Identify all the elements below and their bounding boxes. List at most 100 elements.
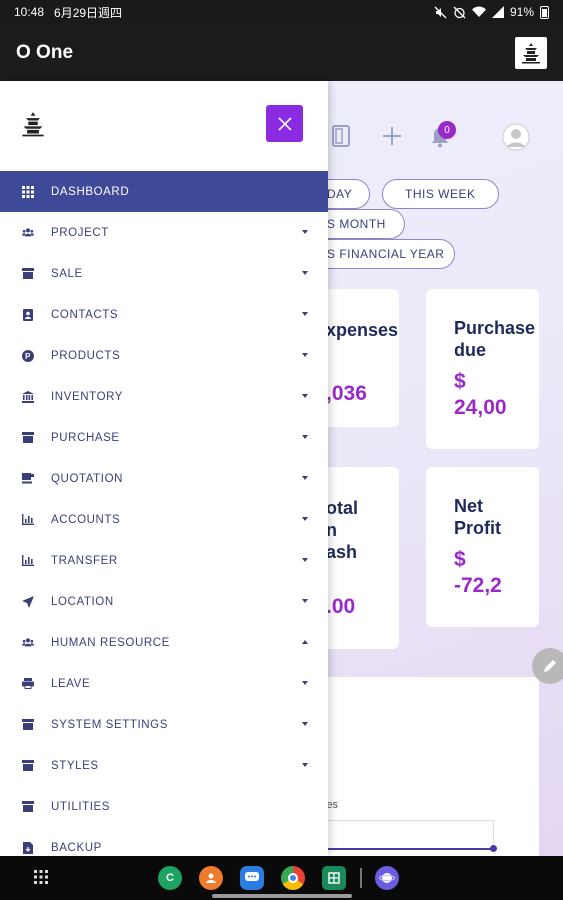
drawer-item-accounts[interactable]: ACCOUNTS [0,499,328,540]
caret-down-icon[interactable] [302,722,308,726]
close-icon [277,116,292,131]
status-icons: 91% [434,5,549,19]
drawer-item-label: PROJECT [51,226,109,239]
drawer-item-utilities[interactable]: UTILITIES [0,786,328,827]
status-bar: 10:48 6月29日週四 91% [0,0,563,24]
bar-chart-icon [22,514,34,526]
caret-down-icon[interactable] [302,435,308,439]
caret-down-icon[interactable] [302,476,308,480]
drawer-item-label: ACCOUNTS [51,513,121,526]
store-icon [22,760,34,772]
pagoda-logo-icon [522,42,540,63]
coffee-icon [22,473,34,485]
net-profit-card[interactable]: Net Profit $ -72,2 [426,467,539,627]
product-icon: P [22,349,34,362]
drawer-item-label: QUOTATION [51,472,124,485]
signal-icon [491,6,504,18]
shop-icon [22,432,34,444]
status-date: 6月29日週四 [54,5,123,20]
status-time: 10:48 [14,5,45,19]
caret-down-icon[interactable] [302,558,308,562]
chrome-app-icon[interactable] [281,866,305,890]
purchase-due-title: Purchase due [454,318,536,360]
contacts-app-icon[interactable] [199,866,223,890]
drawer-item-project[interactable]: PROJECT [0,212,328,253]
purchase-due-card[interactable]: Purchase due $ 24,00 [426,289,539,449]
drawer-menu: DASHBOARD PROJECT SALE CONTACTS P PRODUCTS INV… [0,171,328,856]
app-drawer-icon[interactable] [34,870,48,884]
drawer-item-dashboard[interactable]: DASHBOARD [0,171,328,212]
dock-separator [360,868,362,888]
caret-down-icon[interactable] [302,271,308,275]
drawer-item-products[interactable]: P PRODUCTS [0,335,328,376]
company-logo[interactable] [515,36,547,69]
purchase-due-value: $ 24,00 [454,370,507,419]
battery-icon [540,5,549,19]
total-cash-title: otal n ash [326,498,359,562]
file-icon [22,841,34,854]
drawer-item-leave[interactable]: LEAVE [0,663,328,704]
drawer-item-label: HUMAN RESOURCE [51,636,170,649]
mute-icon [434,6,447,18]
location-arrow-icon [22,595,34,608]
net-profit-title: Net Profit [454,496,501,538]
chat-icon [245,872,259,881]
chart-slider-handle[interactable] [490,845,497,852]
drawer-item-system-settings[interactable]: SYSTEM SETTINGS [0,704,328,745]
person-icon [206,873,216,883]
filter-this-month-label: S MONTH [327,217,386,231]
drawer-item-styles[interactable]: STYLES [0,745,328,786]
drawer-header [0,81,328,171]
expenses-title: xpenses [326,320,399,340]
drawer-item-label: INVENTORY [51,390,124,403]
drawer-item-label: LEAVE [51,677,91,690]
drawer-item-label: SALE [51,267,83,280]
gesture-handle[interactable] [212,894,352,898]
caret-down-icon[interactable] [302,599,308,603]
drawer-item-label: STYLES [51,759,99,772]
drawer-item-label: PURCHASE [51,431,120,444]
drawer-item-location[interactable]: LOCATION [0,581,328,622]
close-drawer-button[interactable] [266,105,303,142]
table-icon [328,872,340,884]
caret-down-icon[interactable] [302,230,308,234]
caret-down-icon[interactable] [302,312,308,316]
pagoda-logo-icon [22,112,44,137]
caret-up-icon[interactable] [302,640,308,644]
total-cash-value: .00 [326,595,356,618]
caret-down-icon[interactable] [302,763,308,767]
planet-app-icon[interactable] [375,866,399,890]
messages-app-icon[interactable] [240,866,264,890]
drawer-item-contacts[interactable]: CONTACTS [0,294,328,335]
address-book-icon [22,308,34,321]
battery-percent: 91% [509,5,534,19]
drawer-item-human-resource[interactable]: HUMAN RESOURCE [0,622,328,663]
calculator-icon[interactable] [332,125,350,147]
app-title: O One [16,41,74,63]
plus-icon[interactable] [382,126,402,146]
filter-this-week-label: THIS WEEK [405,187,476,201]
drawer-item-label: UTILITIES [51,800,111,813]
drawer-item-backup[interactable]: BACKUP [0,827,328,856]
drawer-item-transfer[interactable]: TRANSFER [0,540,328,581]
caret-down-icon[interactable] [302,394,308,398]
phone-app-icon[interactable]: C [158,866,182,890]
chart-range-slider[interactable] [326,820,494,850]
drawer-item-sale[interactable]: SALE [0,253,328,294]
drawer-item-purchase[interactable]: PURCHASE [0,417,328,458]
drawer-item-label: SYSTEM SETTINGS [51,718,168,731]
caret-down-icon[interactable] [302,353,308,357]
planet-icon [379,873,395,883]
caret-down-icon[interactable] [302,517,308,521]
app-bar: O One [0,24,563,81]
drawer-item-label: CONTACTS [51,308,119,321]
drawer-item-inventory[interactable]: INVENTORY [0,376,328,417]
bar-chart-icon [22,555,34,567]
edit-fab[interactable] [532,648,563,684]
sheets-app-icon[interactable] [322,866,346,890]
drawer-item-label: TRANSFER [51,554,118,567]
caret-down-icon[interactable] [302,681,308,685]
filter-this-week[interactable]: THIS WEEK [382,179,499,209]
drawer-item-quotation[interactable]: QUOTATION [0,458,328,499]
avatar-icon[interactable] [502,123,530,151]
